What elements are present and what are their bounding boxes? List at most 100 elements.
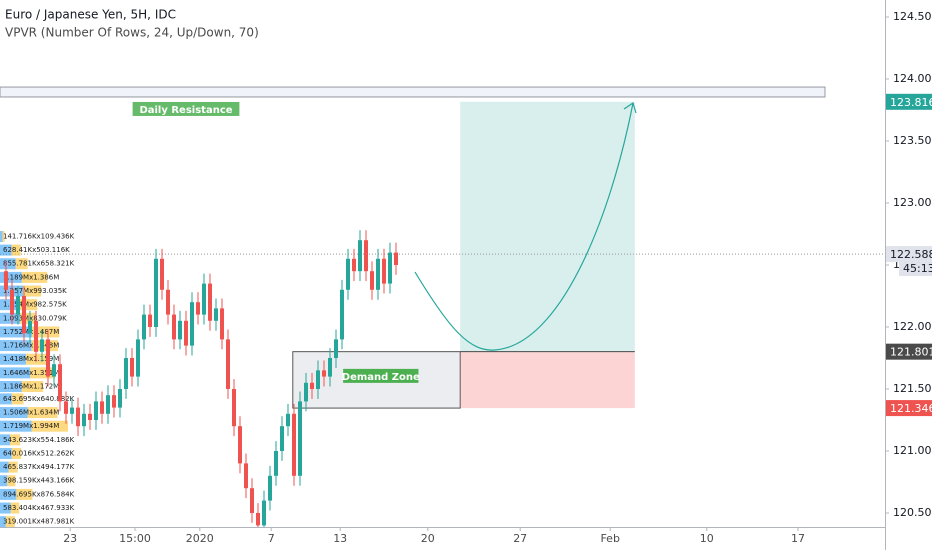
vpvr-down — [11, 447, 22, 459]
candle-body — [316, 370, 320, 389]
vpvr-down — [5, 516, 15, 527]
vpvr-up — [0, 367, 31, 379]
vpvr-up — [0, 516, 6, 527]
candle-body — [16, 295, 20, 315]
annotation: Demand Zone — [342, 372, 420, 383]
candle-body — [46, 339, 50, 377]
vpvr-up — [0, 502, 11, 514]
projection-curve — [414, 102, 634, 351]
annotation: Daily Resistance — [139, 105, 232, 116]
vpvr-label: 628.41Kx503.116K — [3, 246, 70, 254]
candle-body — [376, 258, 380, 290]
target-zone — [460, 101, 635, 352]
vpvr-label: 1.506Mx1.634M — [3, 409, 59, 417]
vpvr-up — [0, 230, 3, 242]
candle-body — [292, 413, 296, 476]
candle-body — [226, 339, 230, 389]
vpvr-down — [20, 312, 36, 324]
stop-label: 121.346 — [890, 402, 932, 415]
candle-body — [334, 339, 338, 358]
vpvr-down — [21, 381, 44, 393]
plot-area: Daily Resistance Demand Zone 141.716Kx109.… — [0, 86, 885, 527]
y-tick-label: 124.500 — [893, 10, 932, 23]
candle-body — [88, 413, 92, 420]
x-tick-label: 13 — [333, 532, 347, 545]
vpvr-down — [31, 340, 58, 352]
vpvr-up — [0, 407, 28, 419]
vpvr-down — [11, 393, 24, 405]
vpvr-up — [0, 461, 9, 473]
x-tick-label: Feb — [600, 532, 619, 545]
candle-body — [352, 258, 356, 272]
vpvr-label: 1.189Mx1.386M — [3, 273, 59, 281]
vpvr-down — [16, 488, 33, 500]
candle-body — [394, 252, 398, 265]
x-tick-label: 7 — [268, 532, 275, 545]
vpvr-up — [0, 299, 20, 311]
countdown-box — [899, 262, 932, 277]
vpvr-label: 1.716Mx1.448M — [3, 342, 59, 350]
entry-label-box — [886, 343, 932, 360]
vpvr-label: 1.093Mx830.079K — [3, 314, 67, 322]
candle-body — [256, 512, 260, 526]
entry-label: 121.801 — [890, 346, 932, 359]
candle-body — [250, 488, 254, 513]
candle-body — [142, 314, 146, 340]
candle-body — [106, 395, 110, 414]
candle-body — [280, 426, 284, 451]
candle-body — [70, 407, 74, 414]
vpvr-down — [21, 271, 48, 283]
candle-body — [22, 295, 26, 334]
candle-body — [370, 271, 374, 290]
vpvr-up — [0, 312, 21, 324]
countdown: 45:13 — [903, 262, 932, 275]
vpvr-up — [0, 420, 32, 432]
x-tick-label: 23 — [63, 532, 77, 545]
candle-body — [166, 289, 170, 315]
candle-body — [232, 388, 236, 427]
vpvr-up — [0, 475, 8, 487]
vpvr-down — [10, 502, 20, 514]
last-price-label: 122.588 — [890, 248, 932, 261]
y-tick-label: 123.000 — [893, 196, 932, 209]
y-tick-label: 122.000 — [893, 320, 932, 333]
candle-body — [382, 258, 386, 284]
stop-zone — [460, 351, 635, 409]
vpvr-down — [8, 461, 18, 473]
candle-body — [28, 320, 32, 334]
candle-body — [274, 450, 278, 476]
candle-body — [148, 314, 152, 327]
candle-body — [178, 320, 182, 340]
candle-body — [304, 382, 308, 402]
vpvr-label: 1.257Mx993.035K — [3, 287, 67, 295]
candle-body — [4, 271, 8, 290]
vpvr-up — [0, 353, 26, 365]
chart-title: Euro / Japanese Yen, 5H, IDC — [5, 8, 176, 22]
candle-body — [10, 289, 14, 315]
last-price-label-box — [886, 246, 932, 263]
vpvr-up — [0, 326, 33, 338]
candle-body — [130, 357, 134, 377]
candle-body — [118, 388, 122, 408]
vpvr-down — [9, 434, 21, 446]
candle-body — [208, 283, 212, 321]
x-tick-label: 10 — [700, 532, 714, 545]
vpvr-label: 141.716Kx109.436K — [3, 232, 75, 240]
vpvr-label: 398.159Kx443.166K — [3, 477, 75, 485]
candle-body — [340, 289, 344, 340]
x-tick-label: 15:00 — [119, 532, 151, 545]
candle-body — [364, 240, 368, 272]
vpvr-label: 1.719Mx1.994M — [3, 422, 59, 430]
candle-body — [76, 407, 80, 427]
candle-body — [34, 320, 38, 352]
vpvr-down — [15, 258, 28, 270]
candle-body — [358, 240, 362, 272]
vpvr-down — [25, 353, 48, 365]
vpvr-label: 643.695Kx640.882K — [3, 395, 75, 403]
candle-body — [244, 463, 248, 489]
candle-body — [112, 395, 116, 408]
candle-body — [286, 413, 290, 427]
vpvr-label: 465.837Kx494.177K — [3, 463, 75, 471]
